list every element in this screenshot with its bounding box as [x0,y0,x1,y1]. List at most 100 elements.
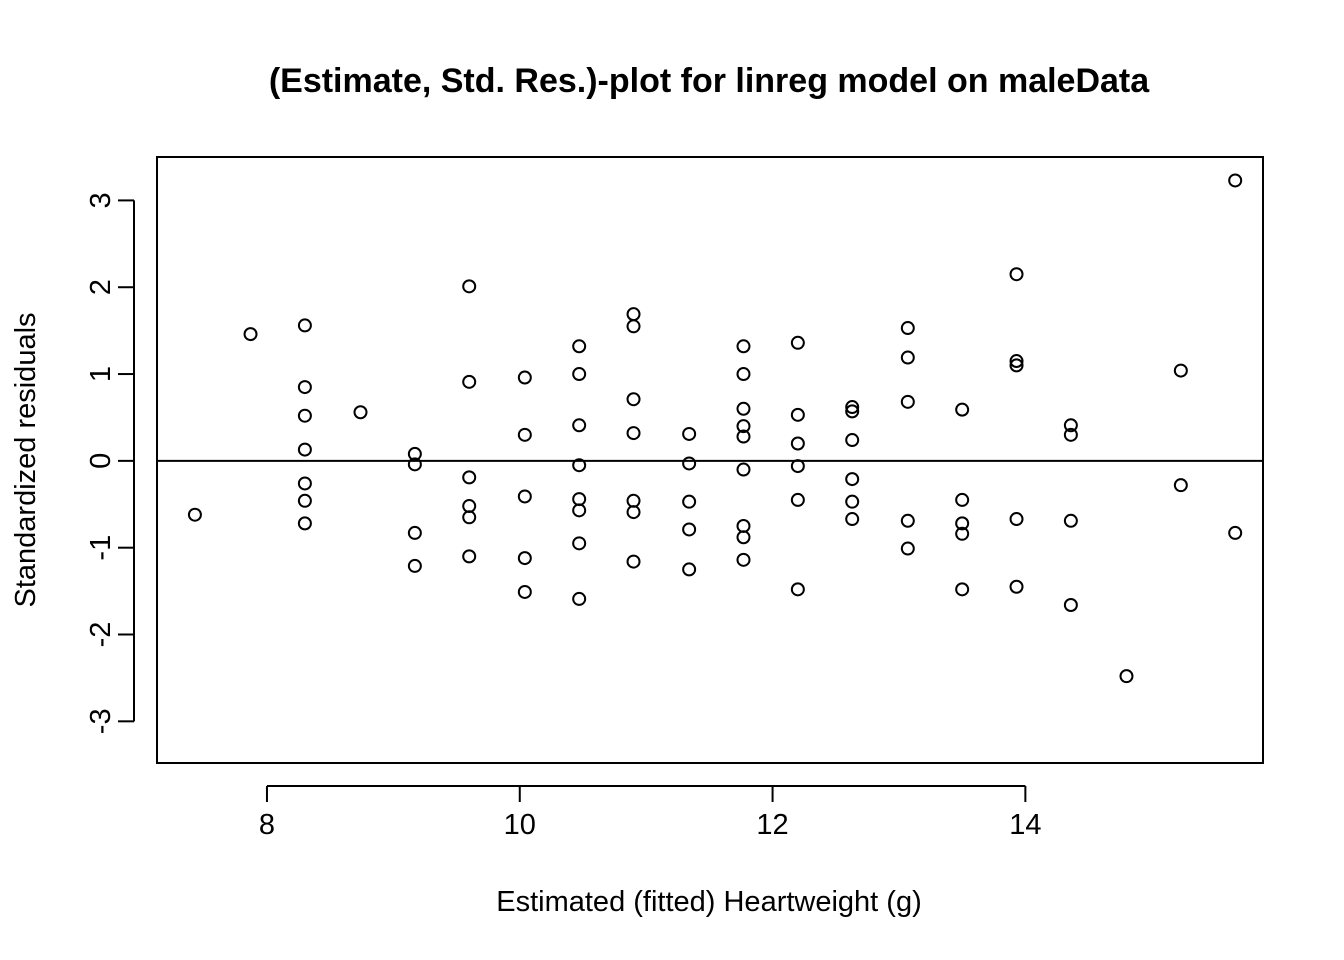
data-point [572,339,587,354]
data-point [845,512,860,527]
y-axis-label: Standardized residuals [10,312,42,607]
data-point [955,526,970,541]
data-point [790,436,805,451]
data-point [462,510,477,525]
data-point [572,367,587,382]
data-point [517,584,532,599]
data-point [736,367,751,382]
data-point [736,429,751,444]
y-tick-label: -1 [85,535,117,561]
data-point [900,513,915,528]
data-point [682,426,697,441]
data-point [1009,358,1024,373]
x-tick-label: 14 [1009,809,1041,841]
data-point [626,392,641,407]
data-point [1119,669,1134,684]
data-point [1063,418,1078,433]
data-point [1063,513,1078,528]
data-point [736,339,751,354]
x-tick-label: 12 [756,809,788,841]
data-point [626,493,641,508]
data-point [1009,354,1024,369]
data-point [1228,173,1243,188]
y-tick-label: -2 [85,622,117,648]
data-point [462,499,477,514]
data-point [462,470,477,485]
data-point [845,472,860,487]
data-point [845,404,860,419]
y-tick-label: 1 [85,366,117,382]
y-tick-label: 3 [85,192,117,208]
data-point [790,459,805,474]
data-point [900,394,915,409]
data-point [626,426,641,441]
data-point [790,492,805,507]
data-point [243,327,258,342]
data-point [955,516,970,531]
data-point [572,492,587,507]
data-point [517,370,532,385]
data-point [462,279,477,294]
data-point [900,321,915,336]
data-point [297,476,312,491]
x-tick-label: 10 [504,809,536,841]
data-point [845,494,860,509]
data-point [1228,525,1243,540]
y-tick-label: 2 [85,279,117,295]
x-tick-label: 8 [259,809,275,841]
data-point [407,558,422,573]
data-point [736,552,751,567]
data-point [353,405,368,420]
data-point [626,554,641,569]
data-points [187,173,1243,684]
data-point [626,319,641,334]
x-axis: 8 10 12 14 [259,785,1042,841]
data-point [1009,579,1024,594]
data-point [682,562,697,577]
data-point [900,541,915,556]
data-point [736,401,751,416]
y-axis: -3 -2 -1 0 1 2 3 [85,192,135,734]
data-point [297,408,312,423]
data-point [297,493,312,508]
data-point [1009,512,1024,527]
data-point [407,525,422,540]
data-point [517,427,532,442]
data-point [572,536,587,551]
data-point [572,503,587,518]
data-point [736,530,751,545]
data-point [517,489,532,504]
data-point [462,374,477,389]
data-point [1173,363,1188,378]
data-point [736,462,751,477]
data-point [1063,597,1078,612]
data-point [736,518,751,533]
data-point [900,350,915,365]
data-point [572,418,587,433]
data-point [682,456,697,471]
data-point [845,400,860,415]
data-point [1173,478,1188,493]
data-point [790,335,805,350]
x-axis-label: Estimated (fitted) Heartweight (g) [496,886,921,918]
data-point [790,407,805,422]
data-point [572,458,587,473]
data-point [1009,267,1024,282]
data-point [626,307,641,322]
data-point [407,457,422,472]
y-tick-label: -3 [85,708,117,734]
data-point [297,318,312,333]
data-point [682,522,697,537]
data-point [297,516,312,531]
data-point [187,507,202,522]
data-point [517,551,532,566]
data-point [572,591,587,606]
data-point [1063,427,1078,442]
data-point [790,582,805,597]
data-point [682,494,697,509]
data-point [297,380,312,395]
data-point [955,492,970,507]
data-point [845,433,860,448]
y-tick-label: 0 [85,453,117,469]
